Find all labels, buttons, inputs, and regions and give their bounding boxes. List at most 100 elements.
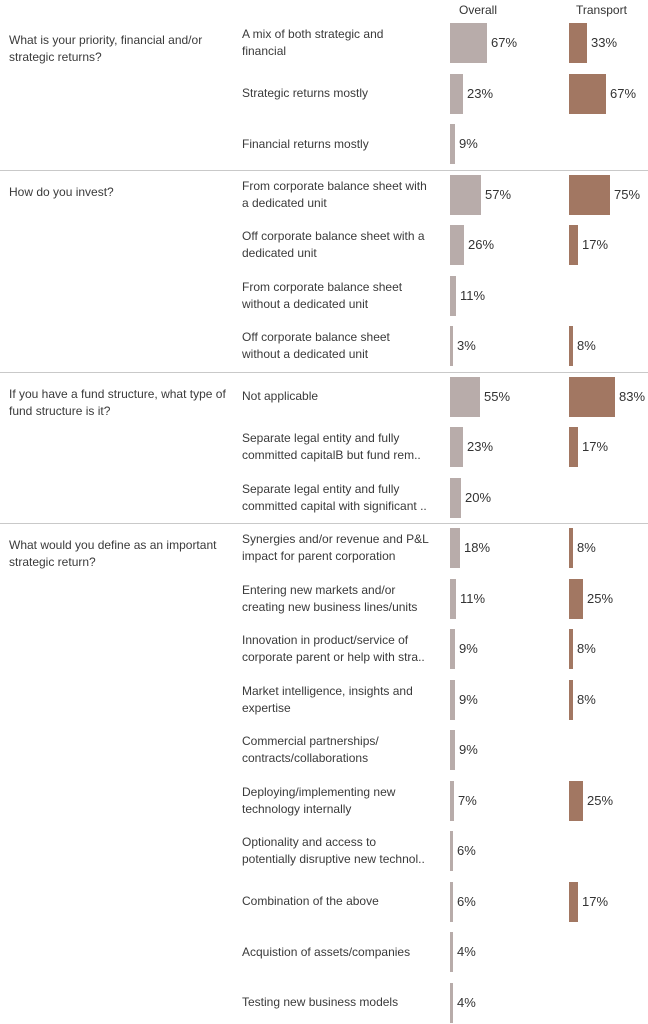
transport-value-label: 83% bbox=[619, 389, 646, 404]
answer-label-line: potentially disruptive new technol.. bbox=[242, 852, 425, 866]
overall-bar bbox=[450, 680, 455, 720]
answer-label-line: committed capital with significant .. bbox=[242, 499, 427, 513]
answer-label: A mix of both strategic and financial bbox=[242, 26, 450, 60]
answer-label: Innovation in product/service of corporat… bbox=[242, 632, 450, 666]
overall-value-label: 55% bbox=[484, 389, 511, 404]
answer-label-line: creating new business lines/units bbox=[242, 600, 418, 614]
transport-bar bbox=[569, 579, 583, 619]
answer-label: Off corporate balance sheet without a ded… bbox=[242, 329, 450, 363]
answer-label-line: Combination of the above bbox=[242, 894, 379, 908]
overall-bar bbox=[450, 882, 454, 922]
answer-label-line: Off corporate balance sheet bbox=[242, 330, 390, 344]
overall-value-label: 4% bbox=[457, 995, 476, 1010]
transport-value-label: 17% bbox=[582, 237, 609, 252]
answer-label-line: without a dedicated unit bbox=[242, 347, 369, 361]
answer-label: Testing new business models bbox=[242, 994, 450, 1011]
answer-label-line: Off corporate balance sheet with a bbox=[242, 229, 425, 243]
overall-value-label: 23% bbox=[467, 439, 494, 454]
overall-bar bbox=[450, 730, 455, 770]
overall-bar bbox=[450, 225, 465, 265]
overall-value-label: 4% bbox=[457, 944, 476, 959]
answer-label: Deploying/implementing new technology int… bbox=[242, 784, 450, 818]
transport-bar bbox=[569, 74, 606, 114]
answer-label: Strategic returns mostly bbox=[242, 85, 450, 102]
overall-bar bbox=[450, 427, 463, 467]
transport-value-label: 25% bbox=[587, 591, 614, 606]
answer-label-line: dedicated unit bbox=[242, 246, 317, 260]
answer-label: Separate legal entity and fully committed… bbox=[242, 481, 450, 515]
answer-label-line: Deploying/implementing new bbox=[242, 785, 396, 799]
answer-label: Commercial partnerships/contracts/collab… bbox=[242, 733, 450, 767]
overall-value-label: 9% bbox=[459, 136, 478, 151]
answer-label-line: Innovation in product/service of bbox=[242, 633, 409, 647]
answer-label-line: Not applicable bbox=[242, 389, 319, 403]
transport-bar bbox=[569, 528, 574, 568]
answer-label: Optionality and access to potentially dis… bbox=[242, 834, 450, 868]
overall-bar bbox=[450, 377, 481, 417]
overall-bar bbox=[450, 983, 453, 1023]
transport-bar bbox=[569, 629, 574, 669]
answer-label: Synergies and/or revenue and P&L impact f… bbox=[242, 531, 450, 565]
answer-label: Combination of the above bbox=[242, 893, 450, 910]
answer-label-line: impact for parent corporation bbox=[242, 549, 396, 563]
answer-label-line: From corporate balance sheet with bbox=[242, 179, 427, 193]
answer-label-line: a dedicated unit bbox=[242, 196, 327, 210]
transport-bar bbox=[569, 23, 588, 63]
transport-bar bbox=[569, 882, 579, 922]
overall-value-label: 57% bbox=[485, 187, 512, 202]
transport-value-label: 8% bbox=[577, 641, 596, 656]
answer-label: Entering new markets and/or creating new … bbox=[242, 582, 450, 616]
overall-bar bbox=[450, 74, 463, 114]
overall-column-header: Overall bbox=[459, 3, 498, 17]
overall-value-label: 6% bbox=[457, 894, 476, 909]
transport-value-label: 67% bbox=[610, 86, 637, 101]
overall-bar bbox=[450, 326, 453, 366]
answer-label: Separate legal entity and fully committed… bbox=[242, 430, 450, 464]
transport-value-label: 8% bbox=[577, 540, 596, 555]
answer-label-line: Separate legal entity and fully bbox=[242, 431, 400, 445]
answer-label-line: Testing new business models bbox=[242, 995, 399, 1009]
transport-value-label: 8% bbox=[577, 692, 596, 707]
answer-label-line: Synergies and/or revenue and P&L bbox=[242, 532, 429, 546]
answer-label-line: Acquistion of assets/companies bbox=[242, 945, 411, 959]
overall-bar bbox=[450, 175, 482, 215]
overall-value-label: 9% bbox=[459, 692, 478, 707]
overall-bar bbox=[450, 781, 454, 821]
overall-bar bbox=[450, 528, 460, 568]
transport-value-label: 17% bbox=[582, 894, 609, 909]
overall-bar bbox=[450, 831, 454, 871]
group-separator bbox=[0, 523, 648, 524]
answer-label-line: committed capitalB but fund rem.. bbox=[242, 448, 421, 462]
transport-value-label: 17% bbox=[582, 439, 609, 454]
transport-value-label: 25% bbox=[587, 793, 614, 808]
overall-value-label: 9% bbox=[459, 742, 478, 757]
answer-label-line: financial bbox=[242, 44, 287, 58]
overall-value-label: 23% bbox=[467, 86, 494, 101]
overall-bar bbox=[450, 932, 453, 972]
overall-value-label: 7% bbox=[458, 793, 477, 808]
answer-label-line: Financial returns mostly bbox=[242, 137, 369, 151]
overall-value-label: 20% bbox=[465, 490, 492, 505]
overall-bar bbox=[450, 23, 487, 63]
overall-value-label: 18% bbox=[464, 540, 491, 555]
answer-label: Not applicable bbox=[242, 388, 450, 405]
answer-label-line: expertise bbox=[242, 701, 291, 715]
answer-label: Market intelligence, insights and experti… bbox=[242, 683, 450, 717]
question-label: What would you define as an important st… bbox=[9, 538, 217, 569]
overall-value-label: 11% bbox=[460, 591, 486, 606]
answer-label-line: Optionality and access to bbox=[242, 835, 377, 849]
transport-bar bbox=[569, 377, 615, 417]
overall-value-label: 11% bbox=[460, 288, 486, 303]
overall-value-label: 9% bbox=[459, 641, 478, 656]
answer-label-line: A mix of both strategic and bbox=[242, 27, 384, 41]
overall-value-label: 3% bbox=[457, 338, 476, 353]
overall-bar bbox=[450, 276, 457, 316]
answer-label: From corporate balance sheet with a dedic… bbox=[242, 178, 450, 212]
overall-bar bbox=[450, 579, 457, 619]
answer-label: Acquistion of assets/companies bbox=[242, 944, 450, 961]
transport-value-label: 75% bbox=[614, 187, 641, 202]
answer-label-line: Market intelligence, insights and bbox=[242, 684, 413, 698]
transport-bar bbox=[569, 427, 579, 467]
answer-label-line: without a dedicated unit bbox=[242, 297, 369, 311]
group-separator bbox=[0, 372, 648, 373]
